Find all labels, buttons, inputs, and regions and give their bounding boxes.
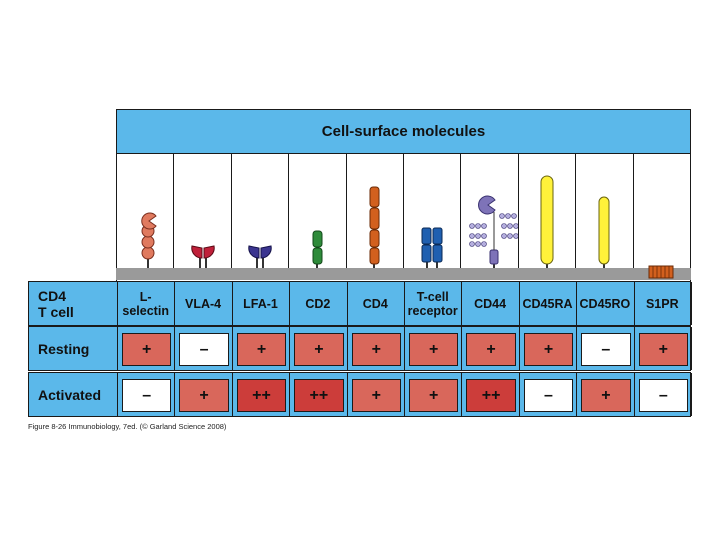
l-selectin-icon	[141, 212, 157, 268]
resting-label: Resting	[38, 340, 90, 357]
row-column-separator	[117, 282, 118, 325]
molecule-name-1: VLA-4	[185, 296, 222, 311]
cd4-t-cell-label: CD4 T cell	[38, 288, 74, 320]
molecule-name-9: S1PR	[645, 296, 679, 311]
resting-cell-7: +	[523, 333, 574, 366]
row-column-separator	[518, 282, 520, 325]
column-divider	[288, 154, 290, 268]
activated-label: Activated	[38, 386, 102, 403]
molecule-name-4: CD4	[362, 296, 388, 311]
activated-cell-4: +	[351, 379, 401, 412]
row-column-separator	[691, 282, 692, 325]
s1pr-icon	[648, 265, 674, 279]
molecule-name-6: CD44	[474, 296, 507, 311]
row-column-separator	[346, 282, 348, 325]
row-column-separator	[461, 282, 463, 325]
row-column-separator	[576, 327, 578, 370]
cd2-icon	[312, 230, 323, 268]
row-column-separator	[518, 327, 520, 370]
row-column-separator	[633, 282, 635, 325]
resting-cell-0: +	[122, 333, 172, 366]
cd4-icon	[369, 186, 380, 268]
cd45ra-icon	[540, 175, 554, 268]
row-column-separator	[404, 327, 405, 370]
activated-cell-0: –	[122, 379, 172, 412]
row-column-separator	[404, 282, 405, 325]
molecule-name-8: CD45RO	[579, 296, 631, 311]
column-divider	[345, 154, 347, 268]
row-column-separator	[289, 327, 291, 370]
activated-cell-9: –	[638, 379, 688, 412]
molecule-name-5: T-cell receptor	[407, 289, 458, 318]
molecule-name-0: L- selectin	[122, 289, 169, 318]
activated-cell-8: +	[581, 379, 631, 412]
column-divider	[173, 154, 175, 268]
tcr-icon	[421, 227, 443, 268]
row-column-separator	[346, 373, 348, 416]
column-divider	[460, 154, 462, 268]
row-column-separator	[346, 327, 348, 370]
lfa1-icon	[248, 245, 272, 268]
row-column-separator	[117, 327, 118, 370]
resting-cell-3: +	[294, 333, 344, 366]
row-column-separator	[289, 373, 291, 416]
row-column-separator	[461, 373, 463, 416]
row-column-separator	[633, 373, 635, 416]
resting-cell-6: +	[466, 333, 516, 366]
activated-row: Activated – + ++ ++ + + ++ – + –	[28, 372, 692, 417]
row-column-separator	[174, 282, 176, 325]
column-divider	[575, 154, 577, 268]
row-column-separator	[576, 282, 578, 325]
cell-membrane	[116, 268, 691, 280]
resting-cell-5: +	[409, 333, 459, 366]
row-column-separator	[461, 327, 463, 370]
row-column-separator	[231, 373, 233, 416]
row-column-separator	[231, 327, 233, 370]
resting-cell-4: +	[351, 333, 401, 366]
column-divider	[403, 154, 404, 268]
molecule-icons	[141, 175, 674, 279]
activated-cell-3: ++	[294, 379, 344, 412]
molecule-name-2: LFA-1	[243, 296, 278, 311]
activated-cell-2: ++	[236, 379, 287, 412]
resting-cell-1: –	[179, 333, 229, 366]
row-column-separator	[174, 327, 176, 370]
vla4-icon	[191, 245, 215, 268]
activated-cell-6: ++	[466, 379, 516, 412]
cd45ro-icon	[598, 196, 610, 268]
row-column-separator	[231, 282, 233, 325]
molecule-name-row: CD4 T cell L- selectin VLA-4 LFA-1 CD2 CD4 T-…	[28, 281, 692, 326]
row-column-separator	[289, 282, 291, 325]
row-column-separator	[691, 373, 692, 416]
activated-cell-7: –	[523, 379, 574, 412]
row-column-separator	[404, 373, 405, 416]
header-title: Cell-surface molecules	[321, 123, 486, 140]
resting-cell-8: –	[581, 333, 631, 366]
cd44-icon	[469, 195, 519, 268]
resting-cell-2: +	[236, 333, 287, 366]
row-column-separator	[576, 373, 578, 416]
column-divider	[230, 154, 232, 268]
row-column-separator	[691, 327, 692, 370]
resting-cell-9: +	[638, 333, 688, 366]
activated-cell-5: +	[409, 379, 459, 412]
header-cell-surface-molecules: Cell-surface molecules	[116, 109, 691, 154]
molecule-name-7: CD45RA	[522, 296, 573, 311]
molecule-name-3: CD2	[305, 296, 331, 311]
row-column-separator	[117, 373, 118, 416]
row-column-separator	[633, 327, 635, 370]
row-column-separator	[518, 373, 520, 416]
figure-caption: Figure 8-26 Immunobiology, 7ed. (© Garla…	[28, 422, 227, 431]
row-column-separator	[174, 373, 176, 416]
column-divider	[632, 154, 634, 268]
resting-row: Resting + – + + + + + + – +	[28, 326, 692, 371]
activated-cell-1: +	[179, 379, 229, 412]
column-divider	[517, 154, 519, 268]
